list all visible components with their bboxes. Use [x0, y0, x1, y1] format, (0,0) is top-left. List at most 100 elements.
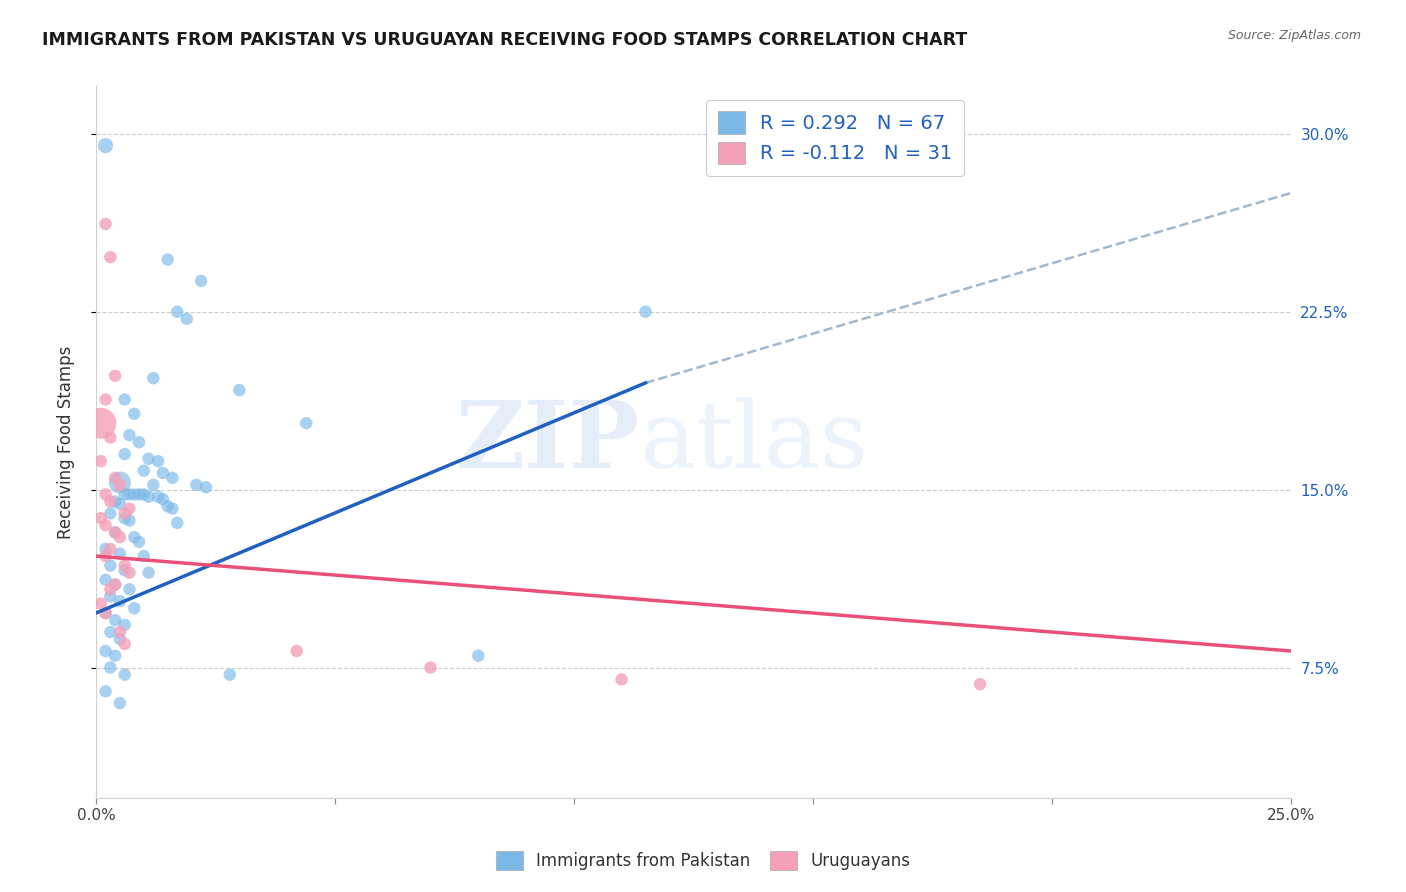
- Point: [108, 696, 131, 710]
- Text: ZIP: ZIP: [456, 397, 640, 487]
- Y-axis label: Receiving Food Stamps: Receiving Food Stamps: [58, 345, 75, 539]
- Point: [128, 435, 150, 450]
- Point: [98, 494, 121, 508]
- Point: [610, 673, 633, 687]
- Point: [114, 487, 136, 501]
- Point: [94, 541, 117, 556]
- Point: [94, 518, 117, 533]
- Point: [162, 501, 184, 516]
- Point: [122, 530, 145, 544]
- Point: [138, 451, 160, 466]
- Point: [94, 392, 117, 407]
- Point: [186, 478, 208, 492]
- Point: [114, 558, 136, 573]
- Point: [104, 525, 127, 540]
- Point: [114, 618, 136, 632]
- Point: [419, 660, 441, 674]
- Point: [104, 471, 127, 485]
- Point: [467, 648, 489, 663]
- Point: [156, 252, 179, 267]
- Point: [152, 492, 174, 507]
- Point: [162, 471, 184, 485]
- Point: [104, 613, 127, 627]
- Legend: Immigrants from Pakistan, Uruguayans: Immigrants from Pakistan, Uruguayans: [489, 844, 917, 877]
- Point: [132, 464, 155, 478]
- Point: [108, 475, 131, 490]
- Point: [166, 516, 188, 530]
- Point: [90, 416, 112, 430]
- Point: [295, 416, 318, 430]
- Point: [104, 577, 127, 591]
- Point: [132, 487, 155, 501]
- Point: [94, 684, 117, 698]
- Point: [132, 549, 155, 563]
- Point: [138, 490, 160, 504]
- Point: [969, 677, 991, 691]
- Point: [118, 582, 141, 597]
- Point: [90, 511, 112, 525]
- Text: Source: ZipAtlas.com: Source: ZipAtlas.com: [1227, 29, 1361, 42]
- Point: [104, 494, 127, 508]
- Point: [118, 566, 141, 580]
- Point: [104, 368, 127, 383]
- Point: [114, 563, 136, 577]
- Point: [218, 667, 240, 681]
- Point: [108, 632, 131, 646]
- Point: [285, 644, 308, 658]
- Point: [94, 138, 117, 153]
- Point: [114, 667, 136, 681]
- Point: [114, 637, 136, 651]
- Point: [142, 371, 165, 385]
- Point: [152, 466, 174, 480]
- Point: [142, 478, 165, 492]
- Point: [146, 454, 169, 468]
- Point: [122, 601, 145, 615]
- Point: [98, 250, 121, 264]
- Point: [108, 530, 131, 544]
- Point: [108, 478, 131, 492]
- Point: [166, 304, 188, 318]
- Point: [128, 534, 150, 549]
- Point: [90, 454, 112, 468]
- Point: [128, 487, 150, 501]
- Point: [122, 407, 145, 421]
- Point: [114, 511, 136, 525]
- Point: [94, 606, 117, 620]
- Point: [114, 447, 136, 461]
- Point: [118, 487, 141, 501]
- Point: [104, 648, 127, 663]
- Point: [122, 487, 145, 501]
- Point: [94, 644, 117, 658]
- Point: [98, 625, 121, 640]
- Point: [98, 541, 121, 556]
- Point: [228, 383, 250, 397]
- Point: [156, 500, 179, 514]
- Point: [98, 660, 121, 674]
- Point: [118, 428, 141, 442]
- Point: [94, 606, 117, 620]
- Point: [114, 507, 136, 521]
- Point: [98, 582, 121, 597]
- Text: atlas: atlas: [640, 397, 869, 487]
- Text: IMMIGRANTS FROM PAKISTAN VS URUGUAYAN RECEIVING FOOD STAMPS CORRELATION CHART: IMMIGRANTS FROM PAKISTAN VS URUGUAYAN RE…: [42, 31, 967, 49]
- Point: [114, 392, 136, 407]
- Point: [94, 487, 117, 501]
- Point: [194, 480, 217, 494]
- Point: [98, 558, 121, 573]
- Point: [176, 311, 198, 326]
- Point: [118, 501, 141, 516]
- Point: [104, 577, 127, 591]
- Point: [90, 597, 112, 611]
- Point: [118, 514, 141, 528]
- Point: [108, 594, 131, 608]
- Point: [138, 566, 160, 580]
- Point: [94, 573, 117, 587]
- Point: [98, 507, 121, 521]
- Point: [98, 590, 121, 604]
- Point: [94, 217, 117, 231]
- Point: [634, 304, 657, 318]
- Point: [104, 525, 127, 540]
- Point: [190, 274, 212, 288]
- Point: [146, 490, 169, 504]
- Legend: R = 0.292   N = 67, R = -0.112   N = 31: R = 0.292 N = 67, R = -0.112 N = 31: [706, 100, 965, 176]
